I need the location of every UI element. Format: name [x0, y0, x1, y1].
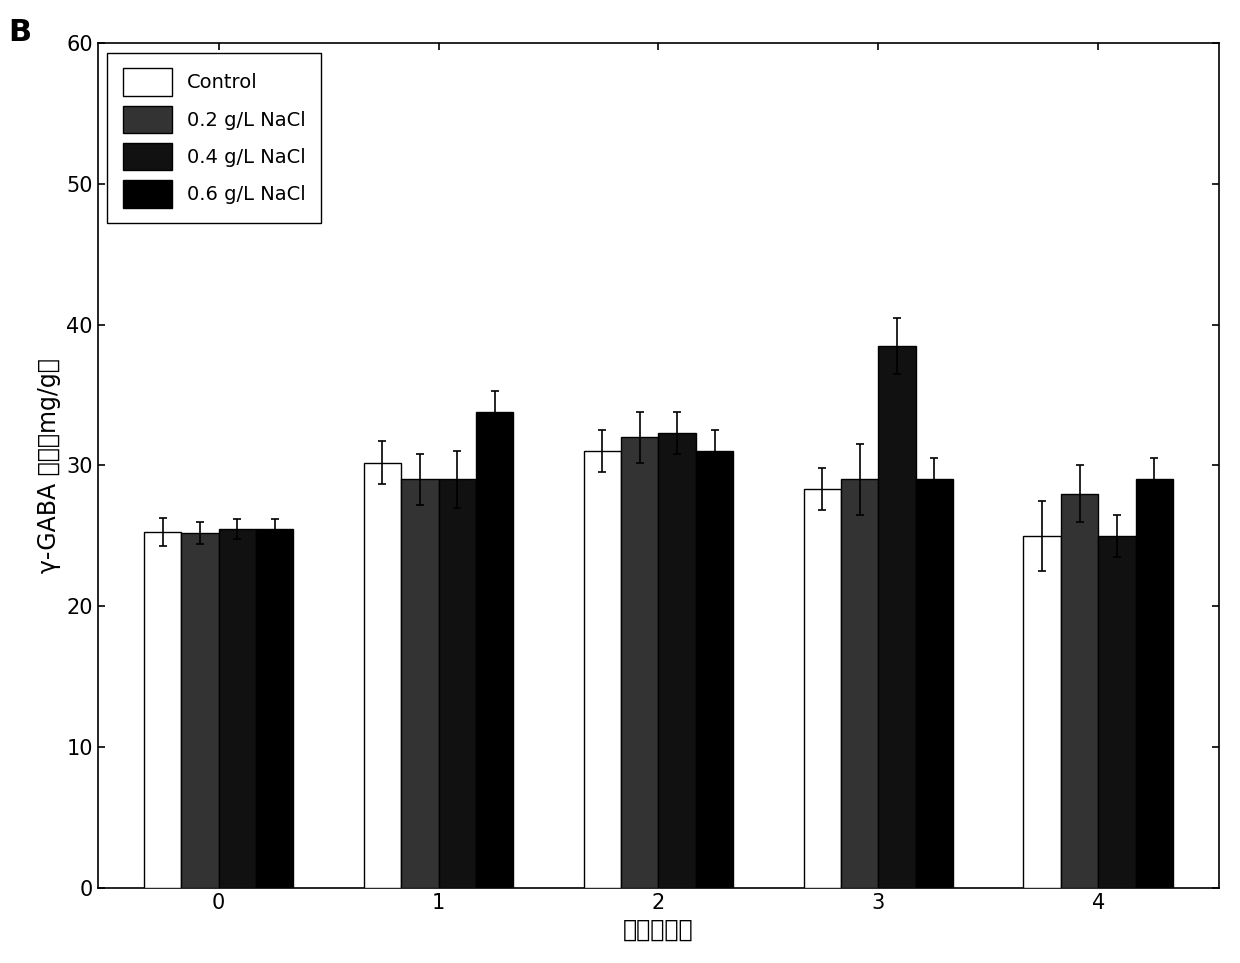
Bar [439, 480, 476, 888]
Bar [1023, 535, 1061, 888]
Bar [1136, 480, 1173, 888]
Bar [218, 529, 255, 888]
Bar [804, 489, 841, 888]
Bar [621, 437, 658, 888]
X-axis label: 时间（天）: 时间（天） [624, 918, 693, 942]
Bar [144, 532, 181, 888]
Bar [255, 529, 294, 888]
Bar [584, 452, 621, 888]
Bar [878, 346, 915, 888]
Bar [696, 452, 733, 888]
Bar [476, 412, 513, 888]
Y-axis label: γ-GABA 含量（mg/g）: γ-GABA 含量（mg/g） [37, 358, 61, 573]
Bar [915, 480, 954, 888]
Bar [1061, 494, 1099, 888]
Bar [658, 433, 696, 888]
Bar [841, 480, 878, 888]
Text: B: B [7, 17, 31, 47]
Legend: Control, 0.2 g/L NaCl, 0.4 g/L NaCl, 0.6 g/L NaCl: Control, 0.2 g/L NaCl, 0.4 g/L NaCl, 0.6… [108, 53, 321, 223]
Bar [402, 480, 439, 888]
Bar [363, 462, 402, 888]
Bar [181, 533, 218, 888]
Bar [1099, 535, 1136, 888]
